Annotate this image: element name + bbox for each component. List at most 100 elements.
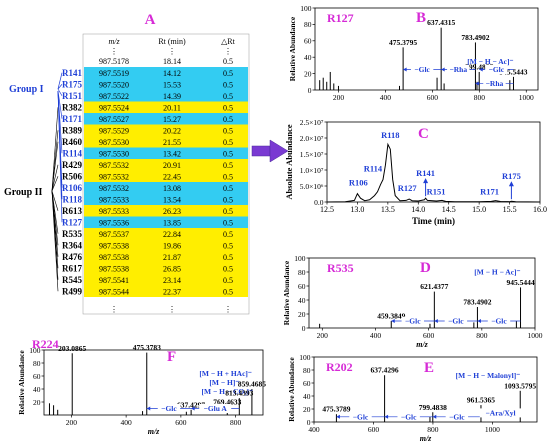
cell-drt: 0.5 (223, 265, 233, 274)
peak-label-r118: R118 (381, 130, 399, 140)
cell-drt: 0.5 (223, 288, 233, 297)
cell-mz: 987.5538 (99, 265, 129, 274)
cell-drt: 0.5 (223, 92, 233, 101)
loss-label-bg (447, 65, 470, 74)
peak-mz-label: 799.4838 (419, 403, 447, 412)
group-1-connector (57, 90, 63, 223)
dots-top-drt: ⋮ (224, 47, 232, 56)
group-2-connector (51, 190, 59, 211)
loss-label-bg (444, 316, 468, 326)
ion-annotation: [M − H + HAc]⁻ (199, 369, 252, 378)
table-row-bg (84, 193, 248, 205)
table-row-bg (84, 67, 248, 79)
row-id-label: R535 (62, 229, 82, 239)
row-id-label: R118 (62, 195, 82, 205)
x-tick-label: 13.5 (381, 205, 395, 214)
cell-drt: 0.5 (223, 173, 233, 182)
plot-frame (326, 121, 541, 203)
table-row-bg (84, 274, 248, 286)
peak-mz-label: 799.4857 (465, 62, 493, 71)
panel-letter-f: F (167, 349, 176, 365)
dots-top-rt: ⋮ (168, 47, 176, 56)
cell-rt: 14.12 (163, 69, 181, 78)
peak-mz-label: 475.3789 (322, 405, 350, 414)
y-tick-label: 60 (303, 379, 311, 388)
row-id-label: R171 (62, 114, 82, 124)
cell-drt: 0.5 (223, 69, 233, 78)
loss-label-bg (349, 412, 372, 422)
x-tick-label: 200 (333, 93, 345, 102)
y-tick-label: 0 (307, 418, 311, 427)
x-tick-label: 600 (368, 425, 380, 434)
panel-letter-b: B (416, 10, 426, 26)
cell-drt: 0.5 (223, 115, 233, 124)
group-1-connector (57, 84, 63, 90)
peak-mz-label: 637.4297 (177, 400, 205, 409)
cell-drt: 0.5 (223, 276, 233, 285)
y-axis-label: Absolute Abundance (284, 124, 294, 200)
panel-letter-c: C (418, 126, 429, 142)
table-row-bg (84, 159, 248, 171)
cell-mz: 987.5538 (99, 253, 129, 262)
group-1-connector (57, 90, 63, 119)
table-row-bg (84, 101, 248, 113)
group-1-label: Group I (9, 84, 44, 95)
panel-letter-a: A (145, 12, 156, 28)
cell-rt: 20.91 (163, 161, 181, 170)
cell-drt: 0.5 (223, 161, 233, 170)
x-tick-label: 800 (476, 331, 488, 340)
cell-rt: 20.22 (163, 127, 181, 136)
row-id-label: R506 (62, 172, 82, 182)
y-tick-label: 80 (303, 366, 311, 375)
peak-label-r141: R141 (416, 168, 435, 178)
y-tick-label: 100 (29, 346, 41, 355)
y-tick-label: 1.5×10⁷ (300, 150, 324, 159)
row-id-label: R545 (62, 275, 82, 285)
cell-drt: 0.5 (223, 253, 233, 262)
cell-rt: 22.37 (163, 288, 181, 297)
peak-mz-label: 621.4377 (420, 282, 448, 291)
x-axis-label: m/z (148, 427, 160, 436)
peak-label-r171: R171 (480, 187, 499, 197)
ion-annotation: [M − H − Ac]⁻ (474, 267, 520, 276)
loss-arrow-head (391, 319, 395, 323)
y-tick-label: 100 (294, 254, 306, 263)
peak-mz-label: 475.3795 (389, 38, 417, 47)
row-id-label: R114 (62, 149, 82, 159)
loss-label: −Glc (401, 413, 417, 422)
loss-arrow-head (403, 67, 407, 72)
cell-drt: 0.5 (223, 127, 233, 136)
table-row-bg (84, 239, 248, 251)
table-row-bg (84, 170, 248, 182)
y-axis-label: Relative Abundance (287, 357, 296, 422)
x-tick-label: 800 (230, 418, 242, 427)
row-id-label: R141 (62, 68, 82, 78)
loss-label-bg (401, 316, 425, 326)
loss-arrow-head (479, 67, 483, 72)
cell-drt: 0.5 (223, 138, 233, 147)
loss-arrow-head (477, 319, 481, 323)
arrow-body (251, 145, 271, 157)
header-drt: △Rt (221, 37, 235, 46)
loss-label: −Glc (491, 317, 507, 326)
x-axis-label: Time (min) (412, 216, 455, 226)
cell-rt: 26.23 (163, 207, 181, 216)
loss-label: −Glc (353, 413, 369, 422)
ion-annotation: [M − H]⁻ (209, 378, 239, 387)
loss-label: −Glu A (204, 404, 228, 413)
cell-mz: 987.5537 (99, 230, 129, 239)
y-tick-label: 2.0×10⁷ (300, 134, 324, 143)
x-tick-label: 400 (308, 425, 320, 434)
table-row-bg (84, 147, 248, 159)
cell-rt: 21.55 (163, 138, 181, 147)
y-tick-label: 40 (303, 392, 311, 401)
panel-letter-d: D (420, 260, 431, 276)
cell-mz: 987.5529 (99, 127, 129, 136)
table-row-bg (84, 113, 248, 125)
chart-panel-b: 0 20 40 60 80 100 200 400 600 800 1000 Relative Abu… (288, 4, 539, 102)
x-tick-label: 12.5 (320, 205, 334, 214)
cell-mz: 987.5532 (99, 184, 129, 193)
loss-arrow-head (146, 406, 151, 411)
y-tick-label: 80 (298, 268, 306, 277)
table-row-bg (84, 136, 248, 148)
